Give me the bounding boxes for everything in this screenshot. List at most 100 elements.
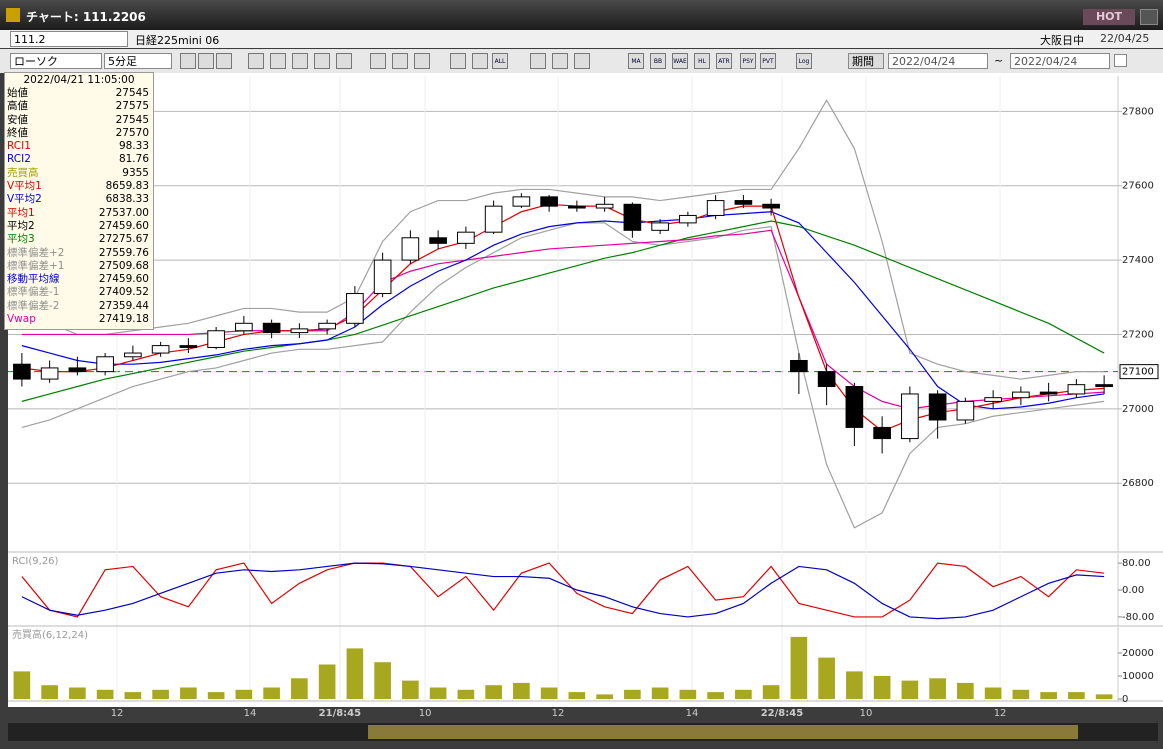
volume-bar bbox=[984, 687, 1002, 699]
info-row: V平均1 8659.83 bbox=[5, 180, 153, 193]
session: 大阪日中 bbox=[1040, 34, 1084, 47]
x-tick-label: 12 bbox=[994, 708, 1007, 719]
tool-icon[interactable]: PVT bbox=[760, 53, 776, 69]
candle-body bbox=[762, 203, 780, 209]
info-row: 平均2 27459.60 bbox=[5, 220, 153, 233]
info-label: 標準偏差+2 bbox=[7, 246, 65, 259]
tool-icon[interactable]: PSY bbox=[740, 53, 756, 69]
info-value: 8659.83 bbox=[105, 180, 149, 193]
tool-icon[interactable] bbox=[450, 53, 466, 69]
candle-body bbox=[68, 367, 87, 373]
tool-icon[interactable] bbox=[270, 53, 286, 69]
tool-icon[interactable] bbox=[574, 53, 590, 69]
reference-label: 27100 bbox=[1122, 367, 1154, 378]
info-label: 高値 bbox=[7, 100, 28, 113]
window-title: チャート: 111.2206 bbox=[26, 10, 146, 24]
candle-body bbox=[1039, 391, 1058, 395]
y-tick-label: 26800 bbox=[1122, 478, 1154, 489]
candle-body bbox=[346, 293, 364, 324]
series-line bbox=[21, 562, 1105, 620]
tool-icon[interactable]: ALL bbox=[492, 53, 508, 69]
volume-bar bbox=[291, 678, 308, 699]
date-to[interactable]: 2022/04/24 bbox=[1010, 53, 1110, 69]
candle-body bbox=[373, 259, 392, 295]
hot-button[interactable]: HOT bbox=[1083, 9, 1135, 25]
title-bar: チャート: 111.2206 HOT bbox=[0, 0, 1163, 30]
volume-bar bbox=[152, 689, 169, 699]
info-value: 27459.60 bbox=[98, 219, 149, 232]
info-value: 27359.44 bbox=[98, 299, 149, 312]
volume-bar bbox=[679, 689, 697, 699]
x-tick-label: 14 bbox=[244, 708, 257, 719]
candle-body bbox=[1067, 384, 1086, 395]
info-datetime: 2022/04/21 11:05:00 bbox=[23, 74, 135, 86]
chart-style-select[interactable]: ローソク bbox=[10, 53, 102, 69]
tool-icon[interactable] bbox=[530, 53, 546, 69]
volume-bar bbox=[596, 694, 613, 699]
candle-body bbox=[734, 200, 753, 205]
tool-icon[interactable] bbox=[248, 53, 264, 69]
date-from[interactable]: 2022/04/24 bbox=[888, 53, 988, 69]
info-row: 平均3 27275.67 bbox=[5, 233, 153, 246]
volume-bar bbox=[485, 685, 502, 699]
candle-body bbox=[817, 371, 836, 388]
tool-icon[interactable] bbox=[370, 53, 386, 69]
candle-body bbox=[401, 237, 420, 261]
info-panel: 2022/04/21 11:05:00 始値 27545 高値 27575 安値 2754… bbox=[4, 72, 154, 330]
tool-icon[interactable] bbox=[292, 53, 308, 69]
series-line bbox=[21, 211, 1105, 410]
scroll-thumb[interactable] bbox=[368, 725, 1078, 739]
tool-icon[interactable]: HL bbox=[694, 53, 710, 69]
tool-icon[interactable] bbox=[180, 53, 196, 69]
candle-body bbox=[568, 205, 586, 209]
info-row: 移動平均線 27459.60 bbox=[5, 273, 153, 286]
tool-icon[interactable] bbox=[198, 53, 214, 69]
volume-bar bbox=[901, 680, 919, 699]
y-tick-label: 10000 bbox=[1122, 671, 1154, 682]
tool-icon[interactable]: ATR bbox=[716, 53, 732, 69]
symbol-code-field[interactable]: 111.2 bbox=[10, 31, 128, 47]
info-row: 安値 27545 bbox=[5, 114, 153, 127]
volume-bar bbox=[762, 685, 780, 699]
volume-bar bbox=[707, 692, 724, 699]
info-row: 標準偏差+1 27509.68 bbox=[5, 260, 153, 273]
tool-icon[interactable] bbox=[472, 53, 488, 69]
candle-body bbox=[706, 200, 725, 216]
symbol-bar: 111.2 日経225mini 06 大阪日中 22/04/25 bbox=[0, 30, 1163, 48]
y-tick-label: 27000 bbox=[1122, 404, 1154, 415]
reference-label-box bbox=[1119, 364, 1159, 380]
info-label: 安値 bbox=[7, 113, 28, 126]
candle-body bbox=[928, 393, 947, 421]
info-label: Vwap bbox=[7, 313, 36, 326]
x-tick-label: 22/8:45 bbox=[761, 708, 803, 719]
x-tick-label: 14 bbox=[686, 708, 699, 719]
info-row: 売買高 9355 bbox=[5, 167, 153, 180]
volume-bar bbox=[1012, 689, 1030, 699]
y-tick-label: 27600 bbox=[1122, 181, 1154, 192]
info-row: 標準偏差+2 27559.76 bbox=[5, 247, 153, 260]
tool-icon[interactable]: MA bbox=[628, 53, 644, 69]
info-row: 始値 27545 bbox=[5, 87, 153, 100]
info-label: V平均2 bbox=[7, 193, 42, 206]
chart-bg bbox=[8, 73, 1163, 707]
tool-icon[interactable] bbox=[216, 53, 232, 69]
tool-icon[interactable] bbox=[314, 53, 330, 69]
candle-body bbox=[484, 205, 503, 233]
tool-icon[interactable]: BB bbox=[650, 53, 666, 69]
tool-icon[interactable]: Log bbox=[796, 53, 812, 69]
tool-icon[interactable]: WAE bbox=[672, 53, 688, 69]
checkbox[interactable] bbox=[1114, 54, 1127, 67]
series-line bbox=[21, 203, 1105, 432]
period-button[interactable]: 期間 bbox=[848, 53, 884, 69]
tool-icon[interactable] bbox=[392, 53, 408, 69]
volume-bar bbox=[96, 689, 114, 699]
tool-icon[interactable] bbox=[552, 53, 568, 69]
tool-icon[interactable] bbox=[336, 53, 352, 69]
candle-body bbox=[151, 345, 170, 354]
interval-select[interactable]: 5分足 bbox=[104, 53, 172, 69]
close-button[interactable] bbox=[1140, 9, 1158, 25]
tool-icon[interactable] bbox=[414, 53, 430, 69]
info-label: 標準偏差-1 bbox=[7, 286, 60, 299]
info-label: 標準偏差+1 bbox=[7, 259, 65, 272]
candle-body bbox=[540, 196, 558, 207]
